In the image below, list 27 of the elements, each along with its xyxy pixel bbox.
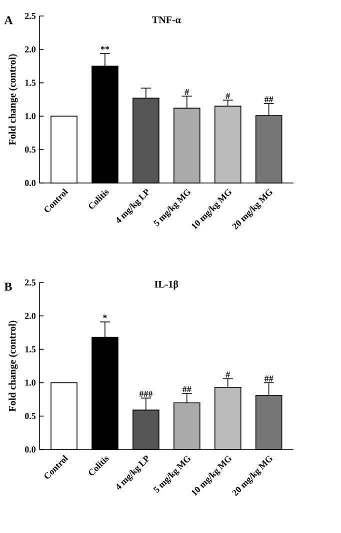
annotation: * — [103, 314, 107, 318]
annotation: ## — [264, 376, 274, 382]
y-tick-label: 0.5 — [24, 413, 36, 420]
text: A — [4, 16, 13, 24]
chart-title: TNF-α — [152, 16, 181, 24]
annotation: ** — [100, 46, 110, 50]
y-tick-label: 1.0 — [25, 380, 36, 386]
annotation: # — [226, 93, 230, 99]
y-tick-label: 2.0 — [25, 312, 36, 319]
annotation: ### — [139, 390, 153, 397]
y-tick-label: 1.0 — [25, 113, 36, 120]
y-tick-label: 0.0 — [24, 446, 36, 453]
y-tick-label: 2.5 — [25, 12, 36, 20]
annotation: ## — [264, 96, 274, 102]
y-tick-label: 0.5 — [24, 146, 36, 153]
annotation: # — [226, 372, 230, 378]
y-tick-label: 1.5 — [25, 346, 36, 352]
chart-title: IL-1β — [154, 280, 178, 290]
y-tick-label: 2.0 — [25, 46, 36, 52]
y-axis-title: Fold change (control) — [8, 320, 18, 412]
annotation: ## — [182, 386, 192, 392]
y-tick-label: 2.5 — [25, 279, 36, 286]
y-tick-label: 0.0 — [24, 180, 36, 186]
y-tick-label: 1.5 — [25, 80, 36, 86]
y-axis-title: Fold change (control) — [8, 54, 18, 146]
text: B — [4, 282, 12, 291]
annotation: # — [184, 89, 190, 95]
